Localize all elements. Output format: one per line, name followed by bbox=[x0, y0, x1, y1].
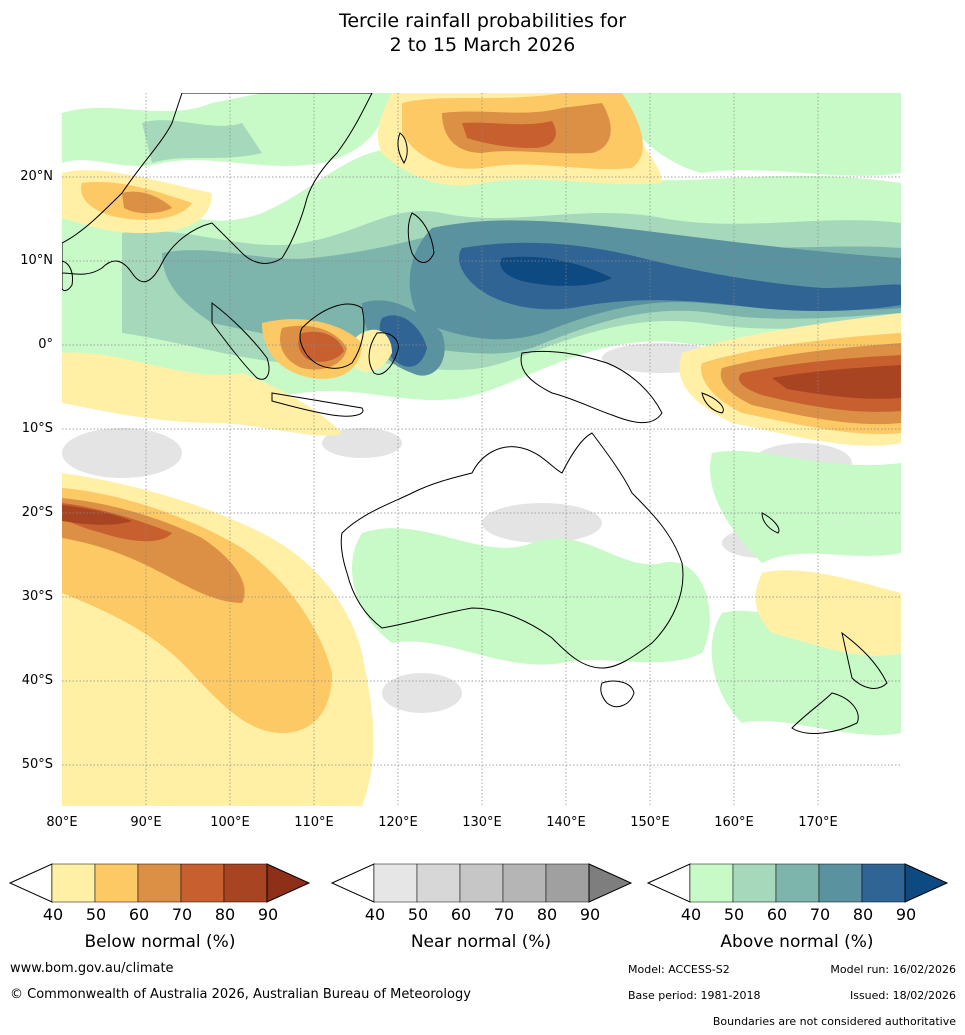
lon-label-90e: 90°E bbox=[130, 815, 162, 830]
colorbar-above-title: Above normal (%) bbox=[720, 932, 874, 952]
footer-model-run: Model run: 16/02/2026 bbox=[830, 963, 956, 976]
below-normal-areas bbox=[62, 93, 901, 806]
colorbar-above-normal bbox=[646, 863, 949, 903]
lon-label-110e: 110°E bbox=[294, 815, 334, 830]
lon-label-120e: 120°E bbox=[378, 815, 418, 830]
lat-label-50s: 50°S bbox=[21, 757, 53, 772]
lon-label-160e: 160°E bbox=[714, 815, 754, 830]
lon-label-140e: 140°E bbox=[546, 815, 586, 830]
colorbar-below-tick-80: 80 bbox=[214, 905, 236, 924]
colorbar-below-tick-60: 60 bbox=[128, 905, 150, 924]
colorbar-near-swatch-1 bbox=[416, 863, 461, 903]
colorbar-below-tick-90: 90 bbox=[257, 905, 279, 924]
lat-label-10s: 10°S bbox=[21, 421, 53, 436]
footer-issued: Issued: 18/02/2026 bbox=[849, 989, 956, 1002]
colorbar-above-tick-60: 60 bbox=[766, 905, 788, 924]
colorbar-near-tick-70: 70 bbox=[493, 905, 515, 924]
map-title-line2: 2 to 15 March 2026 bbox=[389, 34, 576, 56]
colorbar-near-tick-90: 90 bbox=[579, 905, 601, 924]
colorbar-above-tick-50: 50 bbox=[723, 905, 745, 924]
colorbar-near-swatch-0 bbox=[373, 863, 418, 903]
footer-model: Model: ACCESS-S2 bbox=[628, 963, 730, 976]
colorbar-above-tick-90: 90 bbox=[895, 905, 917, 924]
coastlines bbox=[62, 93, 888, 734]
colorbar-near-title: Near normal (%) bbox=[410, 932, 552, 952]
colorbar-near-swatch-3 bbox=[502, 863, 547, 903]
colorbar-below-tick-50: 50 bbox=[85, 905, 107, 924]
lat-label-10n: 10°N bbox=[20, 253, 53, 268]
colorbar-below-swatch-0 bbox=[51, 863, 96, 903]
lat-label-20s: 20°S bbox=[21, 505, 53, 520]
lon-label-130e: 130°E bbox=[462, 815, 502, 830]
colorbar-above-swatch-2 bbox=[775, 863, 820, 903]
colorbar-below-tick-70: 70 bbox=[171, 905, 193, 924]
rainfall-probability-map bbox=[62, 93, 901, 806]
colorbar-below-tick-40: 40 bbox=[42, 905, 64, 924]
colorbar-near-tick-50: 50 bbox=[407, 905, 429, 924]
colorbar-below-swatch-1 bbox=[94, 863, 139, 903]
colorbar-below-swatch-3 bbox=[180, 863, 225, 903]
colorbar-above-tick-80: 80 bbox=[852, 905, 874, 924]
colorbar-below-swatch-2 bbox=[137, 863, 182, 903]
colorbar-below-title: Below normal (%) bbox=[84, 932, 236, 952]
colorbar-above-tick-70: 70 bbox=[809, 905, 831, 924]
colorbar-above-swatch-1 bbox=[732, 863, 777, 903]
lon-label-150e: 150°E bbox=[630, 815, 670, 830]
colorbar-above-swatch-3 bbox=[818, 863, 863, 903]
colorbar-near-swatch-5 bbox=[588, 863, 633, 903]
colorbar-near-swatch-4 bbox=[545, 863, 590, 903]
colorbar-above-tick-40: 40 bbox=[680, 905, 702, 924]
colorbar-above-swatch-0 bbox=[689, 863, 734, 903]
lat-label-0: 0° bbox=[38, 337, 53, 352]
footer-base-period: Base period: 1981-2018 bbox=[628, 989, 761, 1002]
lat-label-40s: 40°S bbox=[21, 673, 53, 688]
colorbar-near-normal bbox=[330, 863, 633, 903]
colorbar-above-swatch-5 bbox=[904, 863, 949, 903]
colorbar-above-swatch-4 bbox=[861, 863, 906, 903]
lon-label-170e: 170°E bbox=[798, 815, 838, 830]
footer-website: www.bom.gov.au/climate bbox=[10, 961, 174, 976]
lon-label-80e: 80°E bbox=[46, 815, 78, 830]
colorbar-below-normal bbox=[8, 863, 311, 903]
colorbar-near-tick-40: 40 bbox=[364, 905, 386, 924]
lon-label-100e: 100°E bbox=[210, 815, 250, 830]
colorbar-near-tick-80: 80 bbox=[536, 905, 558, 924]
colorbar-near-swatch-2 bbox=[459, 863, 504, 903]
colorbar-near-tick-60: 60 bbox=[450, 905, 472, 924]
footer-disclaimer: Boundaries are not considered authoritat… bbox=[712, 1015, 956, 1028]
footer-copyright: © Commonwealth of Australia 2026, Austra… bbox=[10, 987, 471, 1002]
map-title-line1: Tercile rainfall probabilities for bbox=[338, 10, 627, 32]
lat-label-30s: 30°S bbox=[21, 589, 53, 604]
lat-label-20n: 20°N bbox=[20, 169, 53, 184]
colorbar-below-swatch-5 bbox=[266, 863, 311, 903]
colorbar-below-swatch-4 bbox=[223, 863, 268, 903]
